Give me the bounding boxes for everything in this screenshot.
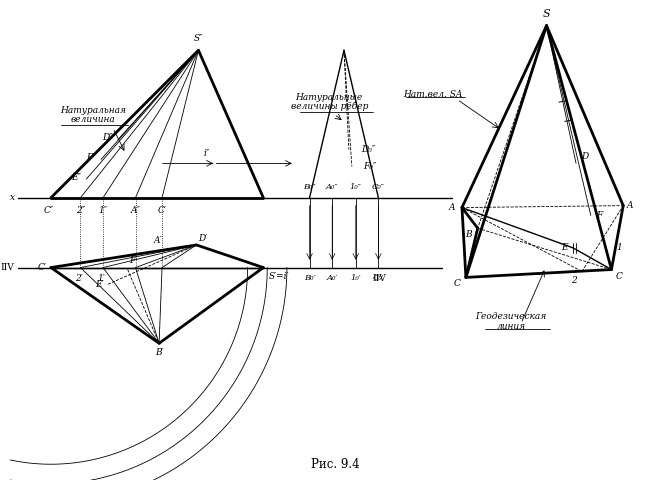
Text: F″: F″ [87,153,96,162]
Text: C′: C′ [37,263,46,272]
Text: 1′: 1′ [97,274,105,284]
Text: A₀′: A₀′ [326,274,338,283]
Text: E: E [561,243,568,252]
Text: D₀″: D₀″ [361,145,375,154]
Text: E′: E′ [95,280,104,289]
Text: A₀″: A₀″ [326,183,338,191]
Text: C′: C′ [158,206,166,214]
Text: B′: B′ [155,348,164,357]
Text: ΙΙV: ΙΙV [1,263,15,272]
Text: S′=i′: S′=i′ [268,272,289,282]
Text: S″: S″ [194,34,203,44]
Text: 2′: 2′ [75,274,82,284]
Text: Натуральные: Натуральные [295,93,363,102]
Text: величины рёбер: величины рёбер [291,102,368,111]
Text: B: B [465,230,472,239]
Text: 1: 1 [616,243,622,252]
Text: Нат.вел. SA: Нат.вел. SA [402,90,462,99]
Text: Натуральная: Натуральная [60,106,126,115]
Text: 1₀″: 1₀″ [350,183,361,191]
Text: 2: 2 [571,276,577,286]
Text: D″: D″ [102,133,113,142]
Text: x: x [11,193,15,202]
Text: 2″: 2″ [76,206,85,214]
Text: C: C [616,272,622,282]
Text: линия: линия [496,322,526,331]
Text: D: D [581,152,589,161]
Text: F: F [596,211,602,220]
Text: 1₀′: 1₀′ [350,274,361,283]
Text: 1″: 1″ [99,206,108,214]
Text: C₀″: C₀″ [372,183,385,191]
Text: C₀′: C₀′ [373,274,384,283]
Text: A: A [449,203,455,212]
Text: i″: i″ [203,150,210,158]
Text: B₀″: B₀″ [303,183,316,191]
Text: F₀″: F₀″ [363,162,377,171]
Text: A′: A′ [154,236,163,244]
Text: C″: C″ [44,206,54,214]
Text: E″: E″ [71,173,81,182]
Text: величина: величина [71,115,116,124]
Text: ΙΙV: ΙΙV [373,274,386,284]
Text: B₀′: B₀′ [304,274,315,283]
Text: C: C [454,279,461,288]
Text: F′: F′ [130,256,138,265]
Text: Геодезическая: Геодезическая [475,312,547,321]
Text: S: S [543,9,550,19]
Text: D′: D′ [199,234,208,243]
Text: A″: A″ [130,206,140,214]
Text: A: A [627,201,634,210]
Text: Рис. 9.4: Рис. 9.4 [311,458,359,471]
